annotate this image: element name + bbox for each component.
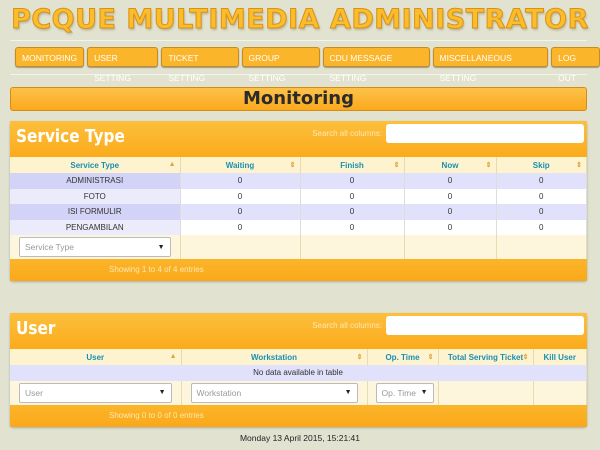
nav-log-out[interactable]: LOG OUT	[551, 47, 600, 83]
search-label: Search all columns:	[312, 129, 382, 138]
empty-message: No data available in table	[10, 365, 587, 381]
nav-group-setting[interactable]: GROUP SETTING	[241, 47, 320, 83]
table-cell: 0	[496, 173, 587, 189]
table-row: ISI FORMULIR 0 0 0 0	[10, 204, 587, 220]
panel-title: User	[16, 318, 56, 339]
table-info: Showing 0 to 0 of 0 entries	[10, 404, 587, 427]
nav-cdu-message-setting[interactable]: CDU MESSAGE SETTING	[322, 47, 430, 83]
sort-icon: ⇕	[393, 162, 400, 169]
service-type-panel: Service Type Search all columns: Service…	[10, 121, 587, 281]
col-service-type[interactable]: Service Type ▲	[10, 157, 181, 173]
user-filter[interactable]: User ▼	[19, 382, 172, 403]
table-cell: 0	[180, 173, 301, 189]
table-row: PENGAMBILAN 0 0 0 0	[10, 219, 587, 235]
col-kill-user: Kill User	[533, 349, 587, 365]
dropdown-arrow-icon: ▼	[344, 389, 352, 396]
table-cell: 0	[300, 204, 405, 220]
col-workstation[interactable]: Workstation ⇕	[181, 349, 368, 365]
sort-asc-icon: ▲	[169, 353, 177, 360]
page-title: Monitoring	[10, 87, 587, 111]
service-type-filter[interactable]: Service Type ▼	[19, 237, 171, 257]
table-cell: ISI FORMULIR	[10, 204, 181, 220]
table-info: Showing 1 to 4 of 4 entries	[10, 259, 587, 281]
col-finish[interactable]: Finish ⇕	[300, 157, 405, 173]
sort-icon: ⇕	[522, 354, 529, 361]
col-user[interactable]: User ▲	[10, 349, 182, 365]
table-cell: 0	[180, 204, 301, 220]
table-cell: 0	[300, 219, 405, 235]
sort-icon: ⇕	[485, 162, 492, 169]
dropdown-arrow-icon: ▼	[158, 389, 166, 396]
table-cell: 0	[496, 219, 587, 235]
col-total-serving-ticket[interactable]: Total Serving Ticket ⇕	[438, 349, 534, 365]
sort-icon: ⇕	[427, 354, 434, 361]
panel-title: Service Type	[16, 126, 125, 147]
app-title: PCQUE MULTIMEDIA ADMINISTRATOR	[11, 4, 589, 36]
divider	[10, 74, 587, 75]
nav-monitoring[interactable]: MONITORING	[15, 47, 85, 67]
nav-ticket-setting[interactable]: TICKET SETTING	[161, 47, 239, 83]
table-cell: 0	[180, 188, 301, 204]
table-cell: 0	[404, 173, 497, 189]
dropdown-arrow-icon: ▼	[420, 389, 428, 396]
table-cell: 0	[180, 219, 301, 235]
nav-user-setting[interactable]: USER SETTING	[87, 47, 159, 83]
service-table: Service Type ▲ Waiting ⇕ Finish ⇕ Now ⇕ Skip…	[10, 157, 587, 259]
workstation-filter[interactable]: Workstation ▼	[190, 382, 358, 403]
sort-asc-icon: ▲	[168, 161, 176, 168]
sort-icon: ⇕	[289, 162, 296, 169]
table-cell: 0	[404, 204, 497, 220]
divider	[10, 40, 587, 41]
search-label: Search all columns:	[312, 321, 382, 330]
table-cell: PENGAMBILAN	[10, 219, 181, 235]
user-search-input[interactable]	[386, 316, 584, 335]
table-cell: 0	[496, 204, 587, 220]
user-table: User ▲ Workstation ⇕ Op. Time ⇕ Total Servi…	[10, 349, 587, 405]
dropdown-arrow-icon: ▼	[157, 243, 165, 251]
op-time-filter[interactable]: Op. Time ▼	[375, 382, 434, 403]
table-cell: FOTO	[10, 188, 181, 204]
table-row: FOTO 0 0 0 0	[10, 188, 587, 204]
table-row: ADMINISTRASI 0 0 0 0	[10, 173, 587, 189]
table-cell: 0	[404, 188, 497, 204]
col-op-time[interactable]: Op. Time ⇕	[367, 349, 439, 365]
sort-icon: ⇕	[356, 354, 363, 361]
table-cell: 0	[300, 173, 405, 189]
user-panel: User Search all columns: User ▲ Workstati…	[10, 313, 587, 427]
table-cell: 0	[404, 219, 497, 235]
datetime: Monday 13 April 2015, 15:21:41	[239, 433, 361, 443]
table-cell: ADMINISTRASI	[10, 173, 181, 189]
col-waiting[interactable]: Waiting ⇕	[180, 157, 301, 173]
col-skip[interactable]: Skip ⇕	[496, 157, 587, 173]
table-cell: 0	[496, 188, 587, 204]
nav-miscellaneous-setting[interactable]: MISCELLANEOUS SETTING	[432, 47, 549, 83]
service-search-input[interactable]	[386, 124, 584, 143]
sort-icon: ⇕	[576, 162, 582, 169]
main-nav: MONITORING USER SETTING TICKET SETTING G…	[15, 47, 600, 83]
col-now[interactable]: Now ⇕	[404, 157, 497, 173]
table-cell: 0	[300, 188, 405, 204]
